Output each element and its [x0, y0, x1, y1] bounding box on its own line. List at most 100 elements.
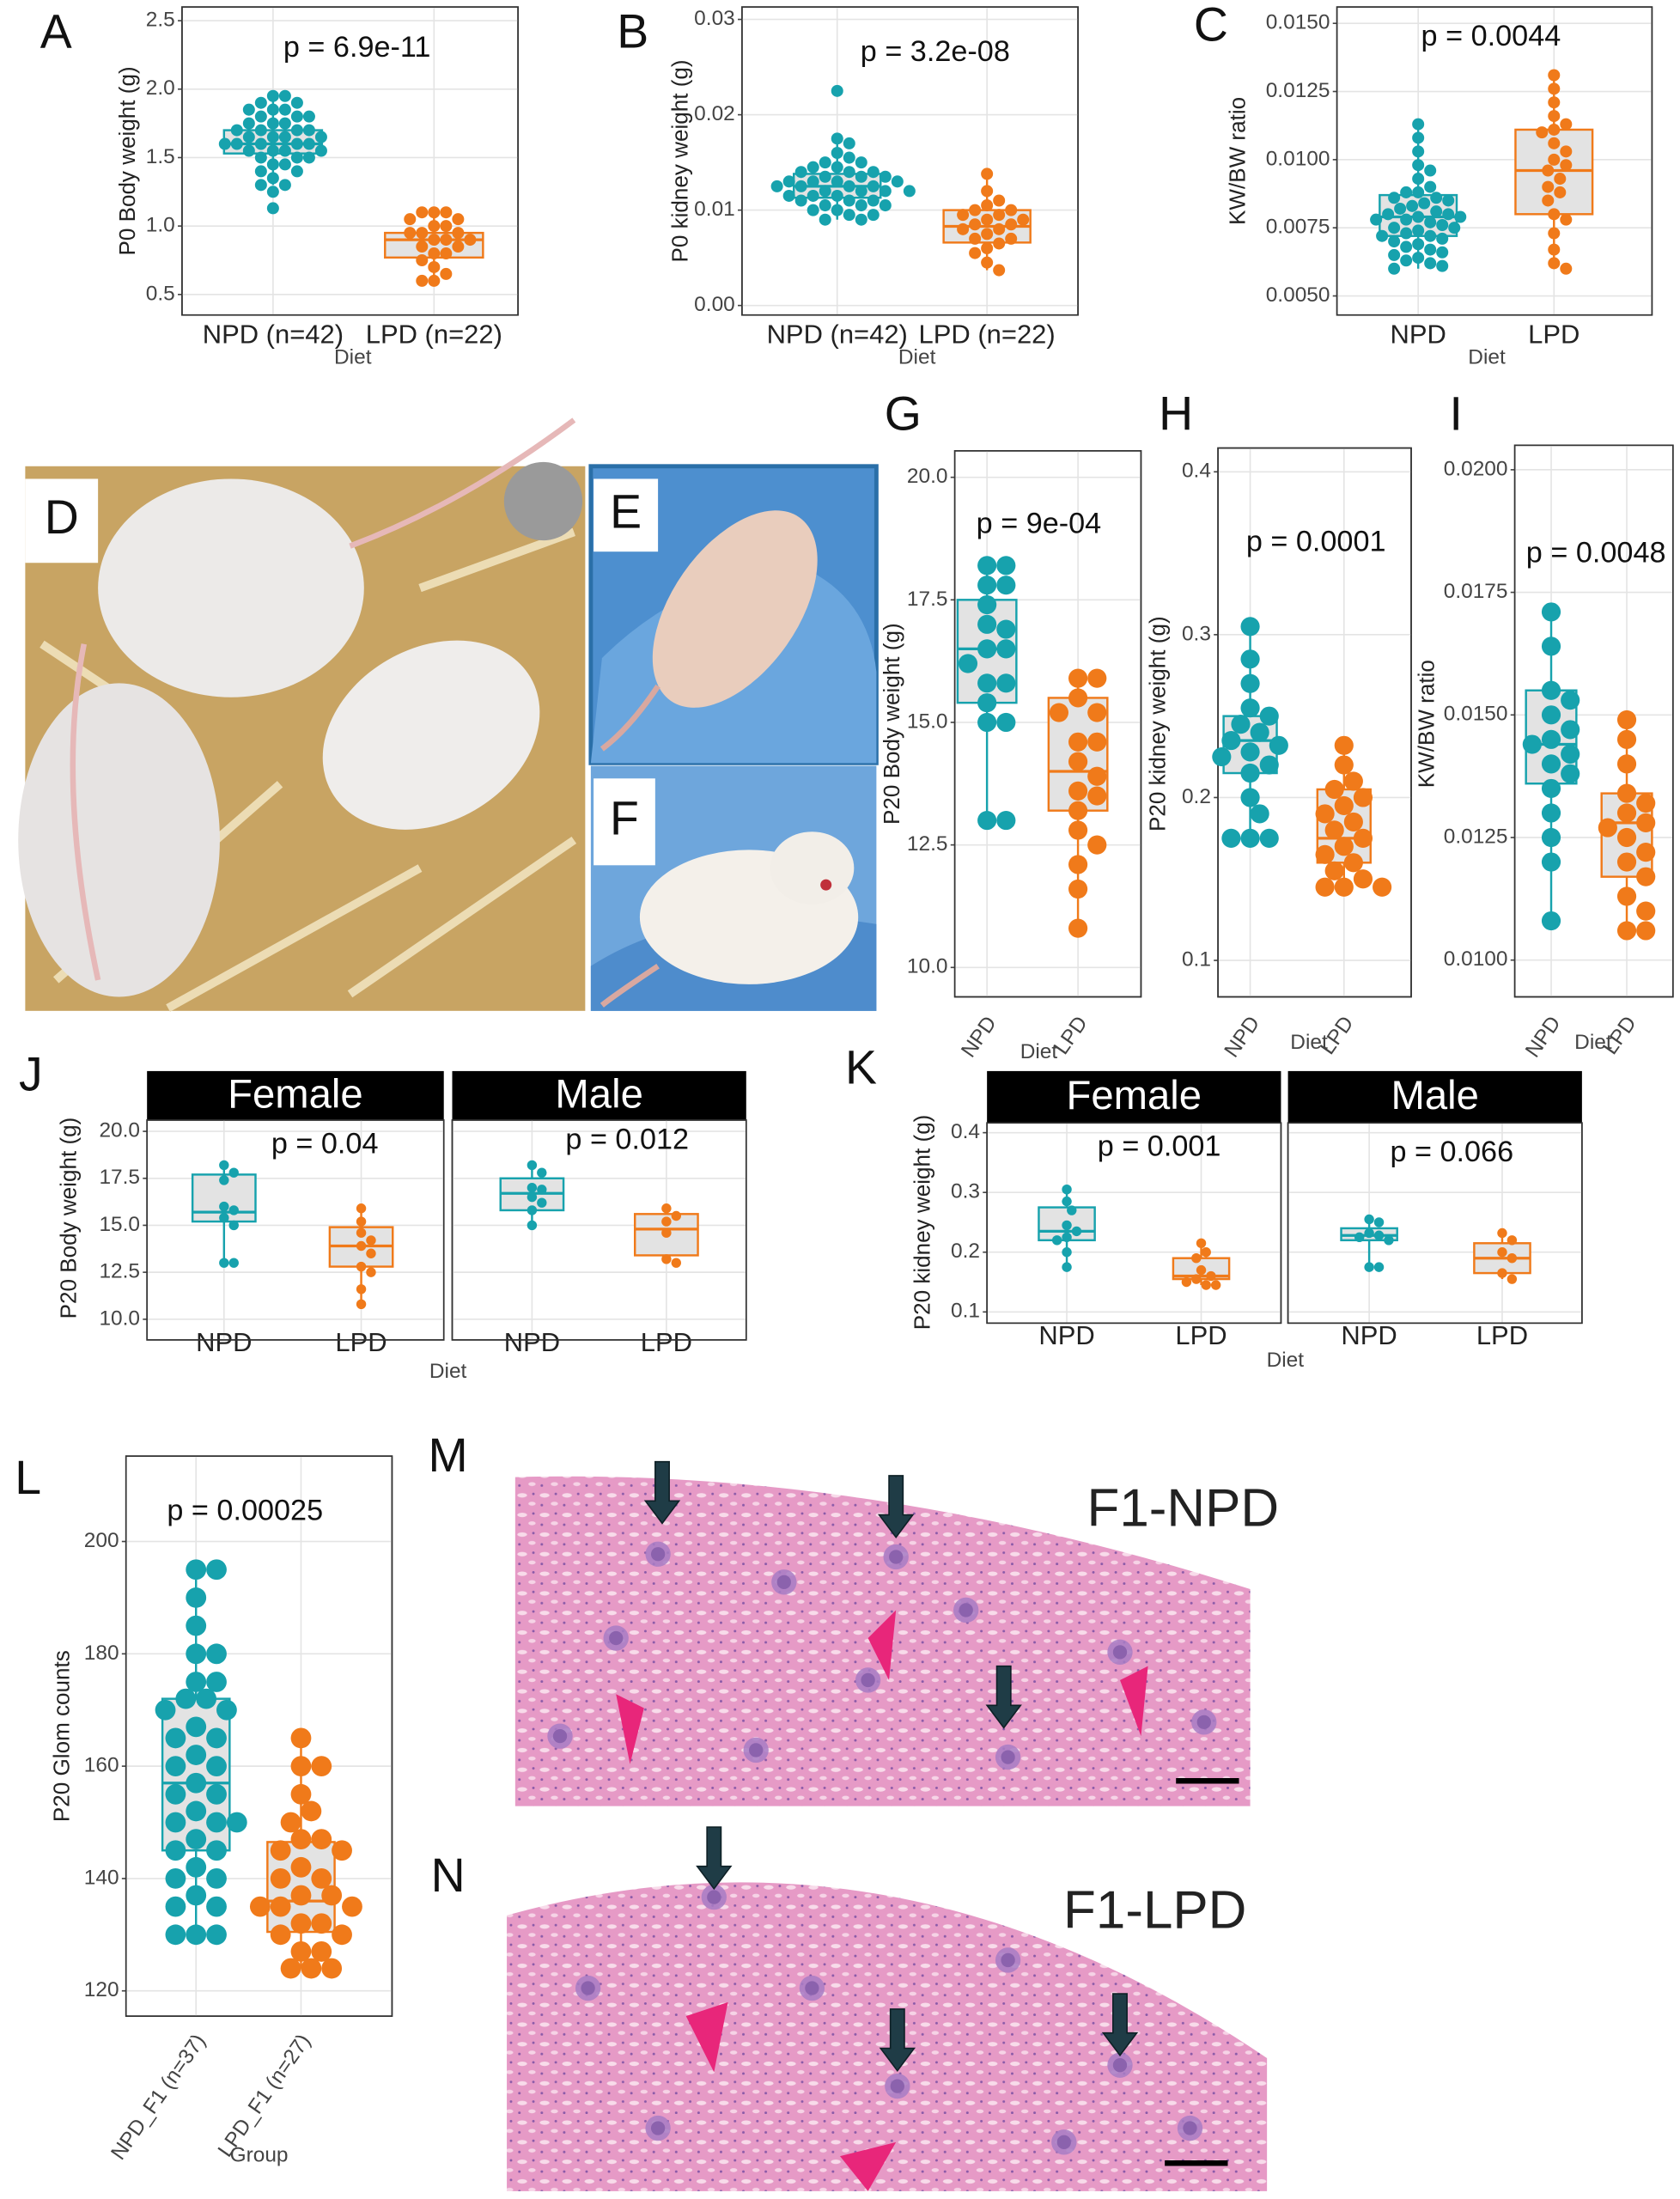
point — [428, 234, 441, 247]
point — [278, 131, 291, 143]
point — [1636, 793, 1656, 813]
point — [290, 137, 303, 150]
point — [428, 206, 441, 219]
point — [218, 137, 231, 150]
point — [165, 1868, 186, 1889]
point — [981, 185, 994, 198]
point — [1370, 213, 1383, 226]
point — [290, 1941, 312, 1962]
facet-title: Male — [555, 1072, 642, 1118]
point — [1548, 227, 1561, 240]
point — [1068, 668, 1088, 688]
point — [302, 110, 315, 123]
point — [366, 1235, 376, 1246]
point — [1201, 1247, 1211, 1258]
point — [1071, 1226, 1082, 1237]
point — [278, 144, 291, 157]
point — [1424, 229, 1437, 242]
point — [1561, 744, 1580, 764]
y-axis-label: P20 Body weight (g) — [879, 623, 904, 825]
y-tick-label: 0.0125 — [1444, 825, 1508, 848]
point — [981, 199, 994, 212]
x-tick-label: NPD — [1038, 1320, 1094, 1350]
y-tick-label: 2.0 — [146, 76, 175, 100]
point — [290, 165, 303, 178]
point — [266, 131, 279, 143]
point — [290, 1727, 312, 1749]
x-axis-label: Diet — [898, 346, 936, 369]
point — [1005, 218, 1018, 231]
point — [228, 1205, 239, 1215]
point — [1373, 1262, 1385, 1272]
point — [290, 1829, 312, 1850]
point — [311, 1868, 332, 1889]
point — [1315, 844, 1335, 864]
point — [1373, 877, 1392, 897]
y-axis-label: P20 Glom counts — [48, 1650, 74, 1822]
point — [1324, 861, 1344, 880]
point — [843, 137, 855, 149]
point — [794, 194, 807, 207]
y-tick-label: 180 — [84, 1642, 119, 1665]
point — [981, 242, 994, 255]
point — [416, 227, 429, 240]
point — [1353, 869, 1373, 889]
x-tick-label: NPD (n=42) — [767, 319, 908, 349]
point — [165, 1840, 186, 1861]
point — [1087, 668, 1107, 688]
point — [977, 673, 997, 693]
point — [1240, 763, 1260, 783]
point — [219, 1201, 229, 1212]
y-tick-label: 0.02 — [694, 102, 735, 125]
point — [366, 1248, 376, 1258]
point — [1616, 754, 1637, 774]
x-tick-label: LPD (n=22) — [919, 319, 1056, 349]
point — [996, 576, 1016, 595]
x-tick-label: LPD — [1476, 1320, 1528, 1350]
x-tick-label: LPD — [641, 1327, 692, 1357]
point — [270, 1840, 291, 1861]
point — [1412, 186, 1425, 198]
point — [807, 204, 819, 216]
point — [206, 1868, 227, 1889]
point — [302, 124, 315, 137]
point — [1560, 118, 1573, 131]
x-axis-label: Diet — [1267, 1349, 1305, 1372]
point — [1541, 778, 1561, 798]
point — [440, 206, 453, 219]
plot-border — [1336, 6, 1653, 316]
p-value: p = 0.012 — [565, 1123, 689, 1155]
point — [1616, 827, 1637, 848]
y-tick-label: 0.4 — [951, 1120, 980, 1143]
image-label: F1-NPD — [1087, 1479, 1280, 1538]
point — [993, 209, 1006, 222]
point — [206, 1727, 227, 1749]
point — [404, 213, 417, 226]
point — [1388, 192, 1401, 204]
point — [270, 1924, 291, 1946]
plot-border — [1513, 444, 1674, 998]
point — [1353, 788, 1373, 807]
point — [1497, 1227, 1507, 1239]
p-value: p = 0.0001 — [1246, 525, 1386, 557]
point — [206, 1756, 227, 1777]
point — [977, 712, 997, 733]
x-tick-label: LPD — [335, 1327, 387, 1357]
point — [242, 131, 255, 143]
point — [1436, 246, 1449, 259]
point — [314, 144, 327, 157]
point — [843, 151, 855, 164]
y-tick-label: 0.0075 — [1266, 216, 1330, 239]
plot-border — [181, 6, 519, 316]
plot-panel — [1336, 6, 1653, 316]
photo-d: D — [18, 417, 586, 1012]
point — [1051, 1235, 1062, 1246]
point — [416, 253, 429, 266]
y-tick-label: 0.0200 — [1444, 457, 1508, 480]
point — [1541, 852, 1561, 872]
point — [981, 213, 994, 226]
point — [290, 1783, 312, 1805]
point — [270, 1868, 291, 1889]
point — [1259, 828, 1279, 848]
point — [1412, 145, 1425, 158]
